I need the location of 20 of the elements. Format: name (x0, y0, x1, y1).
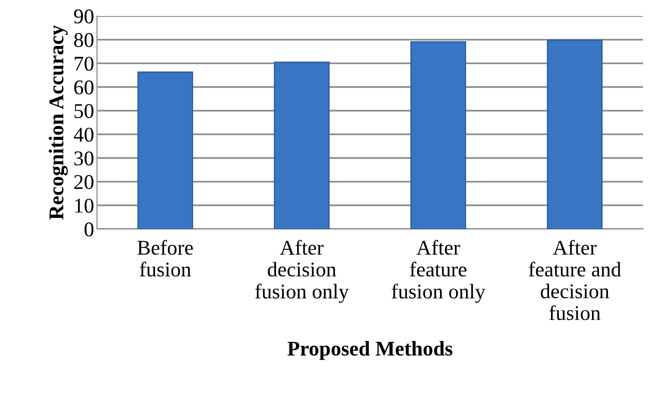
x-axis-title: Proposed Methods (287, 341, 452, 360)
bar (274, 62, 330, 229)
y-tick-label: 30 (74, 151, 94, 166)
y-tick-label: 20 (74, 175, 94, 190)
y-axis-title: Recognition Accuracy (48, 25, 68, 220)
bar (410, 41, 466, 229)
y-tick-label: 40 (74, 128, 94, 142)
y-tick-label: 60 (74, 80, 94, 94)
y-tick-label: 10 (75, 198, 94, 213)
y-tick-label: 90 (74, 9, 94, 24)
bar (137, 72, 194, 229)
y-tick-label: 70 (74, 56, 94, 71)
x-tick-label: After feature and decision fusion (528, 240, 622, 320)
y-tick-label: 0 (84, 222, 94, 236)
y-tick-label: 80 (74, 33, 94, 48)
x-tick-label: After feature fusion only (392, 240, 486, 303)
y-tick-label: 50 (74, 104, 94, 118)
bar (546, 40, 603, 229)
x-tick-label: After decision fusion only (255, 240, 349, 303)
x-tick-label: Before fusion (138, 240, 193, 277)
